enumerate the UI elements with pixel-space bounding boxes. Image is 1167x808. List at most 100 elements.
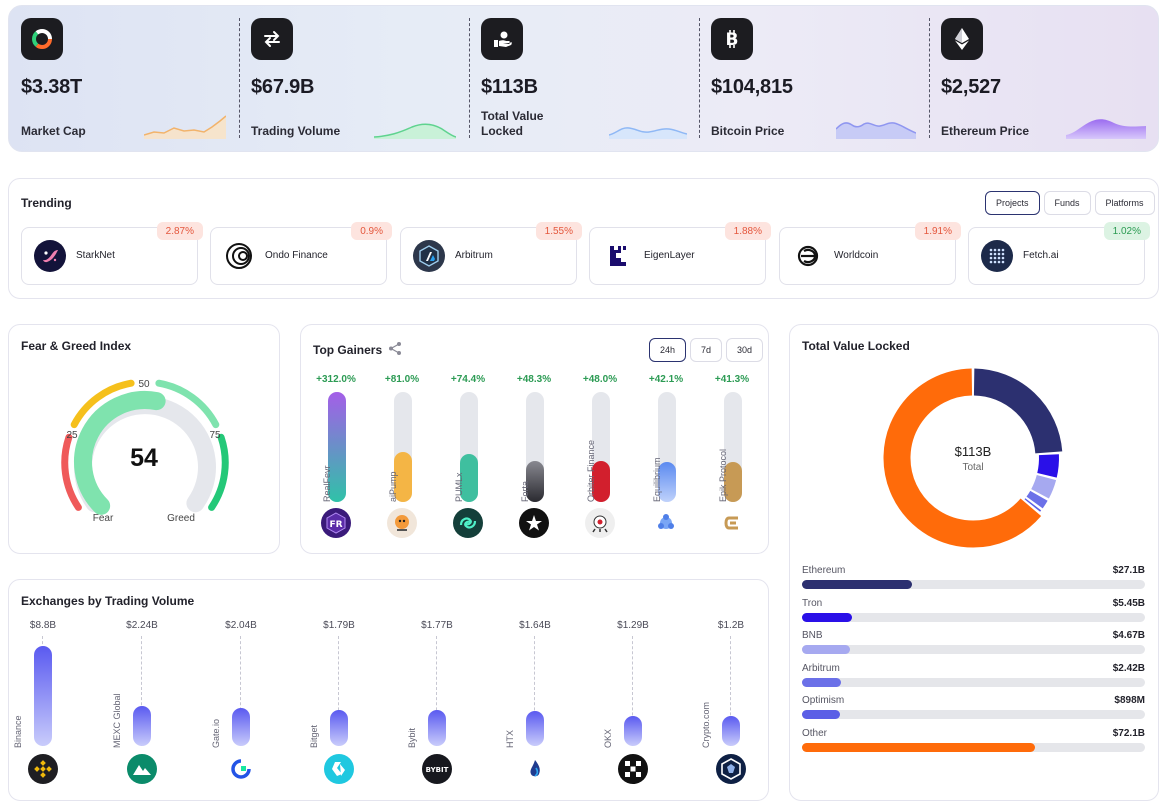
exchange-name: OKX [603,728,613,748]
top-gainers-title: Top Gainers [313,343,383,357]
tvl-chain-row[interactable]: Optimism $898M [802,695,1145,725]
okx-logo-icon [618,754,648,784]
stat-value: $67.9B [251,76,315,98]
exchange-bar [232,708,250,746]
tab-platforms[interactable]: Platforms [1094,191,1155,215]
gainer-bar-fill [394,452,412,502]
tvl-chain-name: BNB [802,630,823,642]
stat-market-cap[interactable]: $3.38T Market Cap [9,6,239,153]
tab-7d[interactable]: 7d [690,338,723,362]
crypto-com-logo-icon [716,754,746,784]
trending-tabs: Projects Funds Platforms [985,191,1155,215]
stat-trading-volume[interactable]: $67.9B Trading Volume [239,6,469,153]
stat-ethereum-price[interactable]: $2,527 Ethereum Price [929,6,1160,153]
gainer-column[interactable]: +41.3% Epik Protocol [712,374,752,544]
exchange-column[interactable]: $1.2B Crypto.com [701,620,761,788]
trending-item-worldcoin[interactable]: Worldcoin 1.91% [779,222,961,285]
gainer-column[interactable]: +74.4% PUMLx [448,374,488,544]
donut-logo-icon [21,18,63,60]
tvl-chain-fill [802,743,1036,752]
gainer-bar-track [592,392,610,502]
tvl-chain-name: Optimism [802,695,845,707]
exchange-volume: $1.2B [717,620,745,631]
tab-24h[interactable]: 24h [649,338,687,362]
tvl-donut-segment[interactable] [883,368,1042,548]
stat-label: Trading Volume [251,124,341,138]
gainer-column[interactable]: +48.0% Orbiter Finance [580,374,620,544]
gauge-tick-50: 50 [138,379,150,390]
trending-item-fetch-ai[interactable]: Fetch.ai 1.02% [968,222,1150,285]
tvl-donut-segment[interactable] [1024,498,1042,512]
trending-change-badge: 1.91% [914,222,961,240]
gainer-column[interactable]: +48.3% Forta [514,374,554,544]
tvl-chain-row[interactable]: Other $72.1B [802,728,1145,758]
trending-item-starknet[interactable]: StarkNet 2.87% [21,222,203,285]
exchange-column[interactable]: $1.77B Bybit [407,620,467,788]
aipump-logo-icon [387,508,417,538]
stat-value: $104,815 [711,76,793,98]
exchange-guide-line [141,636,142,746]
exchange-guide-line [632,636,633,746]
gainer-column[interactable]: +312.0% RealFevr [316,374,356,544]
tvl-chain-row[interactable]: Arbitrum $2.42B [802,663,1145,693]
tvl-donut-segment[interactable] [1026,490,1048,509]
tvl-chain-track [802,677,1145,687]
trending-item-arbitrum[interactable]: Arbitrum 1.55% [400,222,582,285]
trending-item-name: Fetch.ai [1023,250,1059,261]
pumlx-logo-icon [453,508,483,538]
svg-text:FR: FR [329,520,342,530]
stat-label: Market Cap [21,124,86,138]
tvl-donut-segment[interactable] [973,368,1063,454]
exchange-column[interactable]: $1.79B Bitget [309,620,369,788]
orbiter-finance-logo-icon [585,508,615,538]
swap-arrows-icon [251,18,293,60]
tvl-donut-label: Total [962,462,983,473]
gainer-column[interactable]: +81.0% aiPump [382,374,422,544]
tvl-sparkline [609,127,687,139]
exchange-guide-line [338,636,339,746]
gate-io-logo-icon [226,754,256,784]
tvl-donut-segment[interactable] [1031,474,1057,499]
tvl-chain-row[interactable]: Ethereum $27.1B [802,565,1145,595]
trending-item-ondo-finance[interactable]: Ondo Finance 0.9% [210,222,392,285]
arbitrum-logo-icon [413,240,445,272]
tvl-chain-fill [802,677,842,687]
tvl-chain-track [802,645,1145,655]
stat-label: Ethereum Price [941,124,1030,138]
tvl-chain-row[interactable]: BNB $4.67B [802,630,1145,660]
trading-volume-sparkline [374,123,456,139]
exchange-guide-line [730,636,731,746]
tvl-donut-segment[interactable] [1037,454,1059,478]
tab-projects[interactable]: Projects [985,191,1040,215]
gainer-column[interactable]: +42.1% Equilibrium [646,374,686,544]
stat-bitcoin-price[interactable]: B $104,815 Bitcoin Price [699,6,929,153]
gauge-tick-75: 75 [209,430,221,441]
ethereum-sparkline [1066,119,1146,139]
gainer-bar-fill [658,462,676,502]
tvl-chain-value: $5.45B [1112,597,1145,609]
stat-total-value-locked[interactable]: $113B Total Value Locked [469,6,699,153]
tvl-chain-value: $4.67B [1112,630,1145,642]
tvl-chain-fill [802,580,912,589]
exchange-column[interactable]: $2.24B MEXC Global [112,620,172,788]
trending-title: Trending [21,196,72,210]
starknet-logo-icon [34,240,66,272]
exchange-column[interactable]: $1.64B HTX [505,620,565,788]
exchange-volume: $1.29B [617,620,649,631]
exchange-bar [330,710,348,746]
exchange-column[interactable]: $2.04B Gate.io [211,620,271,788]
trending-change-badge: 1.55% [535,222,582,240]
tab-30d[interactable]: 30d [726,338,764,362]
trending-item-eigenlayer[interactable]: EigenLayer 1.88% [589,222,771,285]
gainer-change: +42.1% [648,374,684,385]
tvl-chain-row[interactable]: Tron $5.45B [802,598,1145,628]
market-cap-sparkline [144,115,226,139]
exchange-column[interactable]: $1.29B OKX [603,620,663,788]
exchange-column[interactable]: $8.8B Binance [13,620,73,788]
exchange-bar [133,706,151,746]
share-icon[interactable] [388,341,403,361]
trending-item-name: Arbitrum [455,250,493,261]
svg-text:BYBIT: BYBIT [426,766,449,774]
tab-funds[interactable]: Funds [1043,191,1091,215]
exchange-guide-line [240,636,241,746]
